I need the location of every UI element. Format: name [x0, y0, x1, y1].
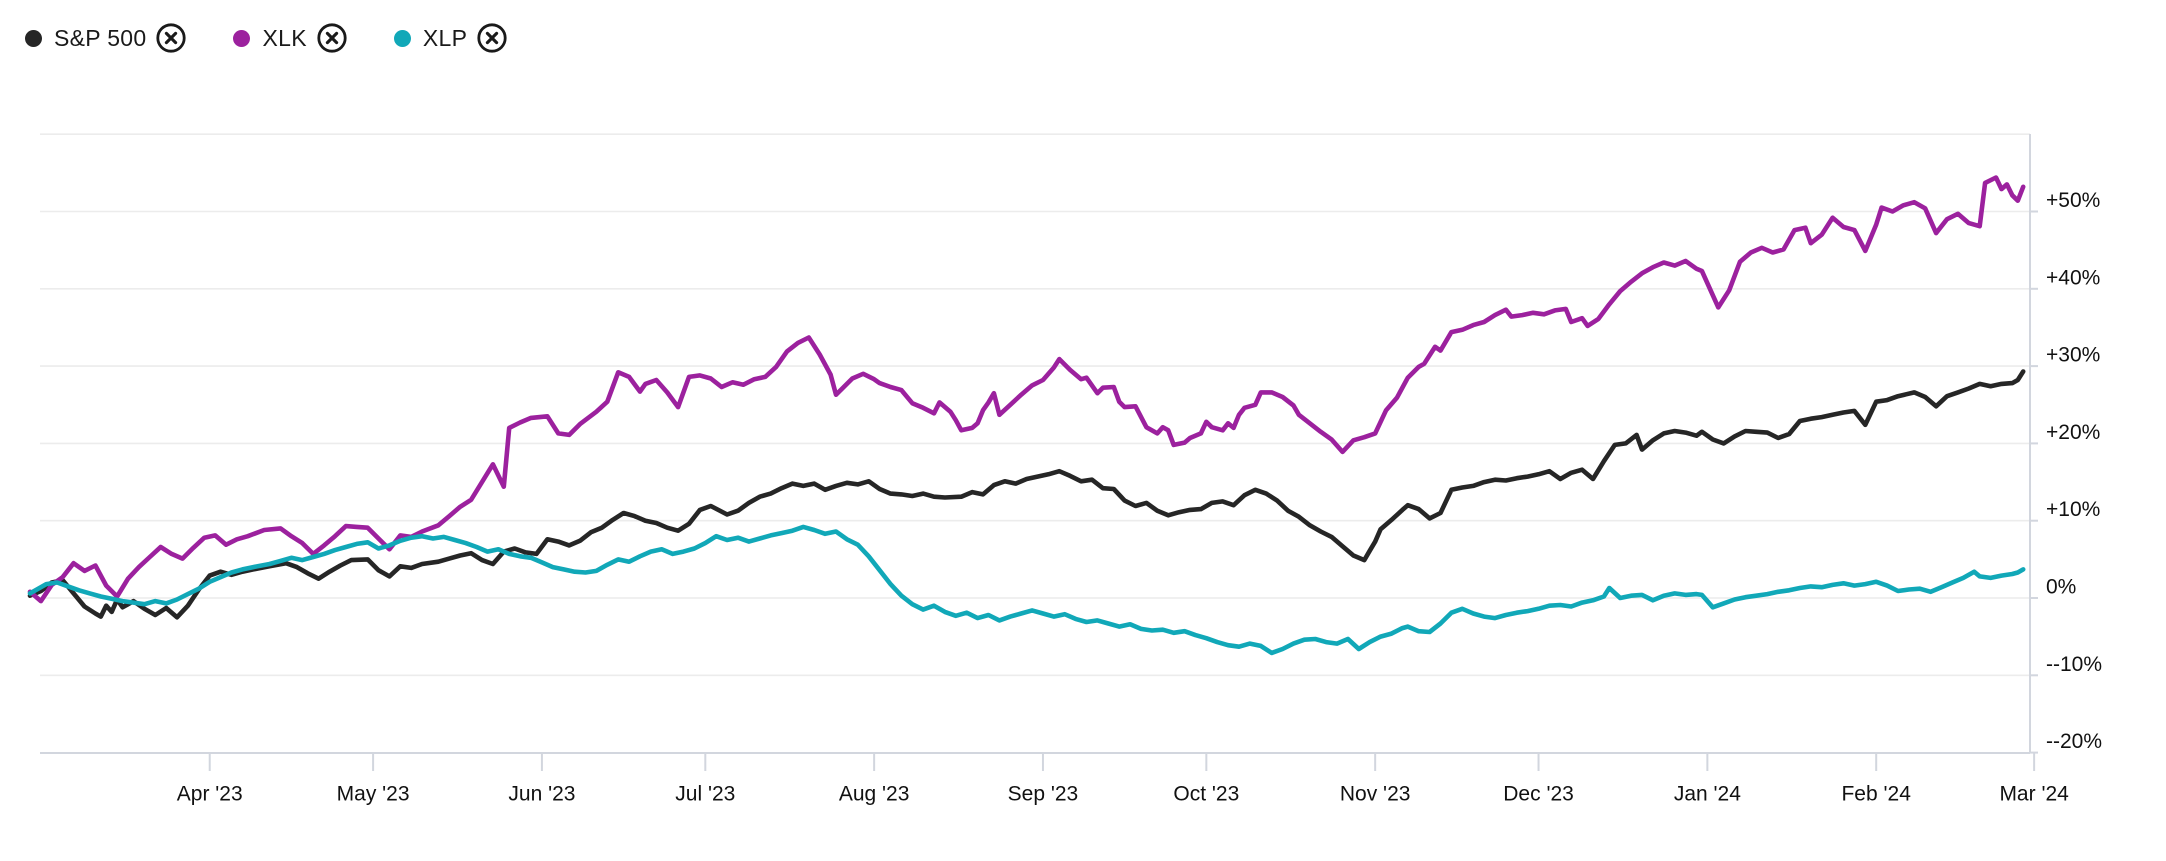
x-axis-label: May '23 [337, 782, 410, 805]
sp500-color-dot [25, 29, 42, 47]
y-axis-label: --20% [2046, 730, 2102, 753]
x-axis-label: Nov '23 [1340, 782, 1411, 805]
remove-sp500-button[interactable] [155, 22, 187, 54]
remove-xlp-button[interactable] [476, 22, 508, 54]
x-axis-label: Oct '23 [1173, 782, 1239, 805]
x-axis-label: Jul '23 [675, 782, 735, 805]
legend-item-xlk[interactable]: XLK [233, 22, 347, 54]
xlk-color-dot [233, 29, 251, 47]
x-axis-label: Feb '24 [1841, 782, 1911, 805]
axis-labels: Apr '23 May '23 Jun '23 Jul '23 Aug '23 Sep '… [177, 189, 2102, 805]
x-axis-label: Jan '24 [1674, 782, 1741, 805]
legend-item-sp500[interactable]: S&P 500 [25, 22, 187, 54]
legend-label-xlp: XLP [422, 24, 468, 51]
series-lines [27, 175, 2026, 656]
x-axis-label: Mar '24 [1999, 782, 2069, 805]
x-axis-label: Apr '23 [177, 782, 243, 805]
xlp-color-dot [393, 29, 411, 47]
circled-x-icon [156, 23, 187, 53]
xlp-line[interactable] [27, 524, 2026, 656]
legend-item-xlp[interactable]: XLP [393, 22, 508, 54]
x-axis-label: Sep '23 [1008, 782, 1079, 805]
chart-legend: S&P 500 XLK XLP [25, 16, 554, 60]
y-axis-label: +30% [2046, 344, 2100, 367]
circled-x-icon [317, 23, 347, 53]
y-axis-label: +10% [2046, 498, 2100, 521]
x-axis-label: Aug '23 [839, 782, 910, 805]
axes [40, 134, 2038, 771]
legend-label-xlk: XLK [262, 24, 307, 51]
y-axis-label: +50% [2046, 189, 2100, 212]
gridlines [40, 133, 2030, 677]
y-axis-label: 0% [2046, 576, 2076, 599]
xlk-line[interactable] [27, 175, 2026, 604]
x-axis-label: Jun '23 [508, 782, 575, 805]
x-axis-label: Dec '23 [1503, 782, 1574, 805]
y-axis-label: --10% [2046, 653, 2102, 676]
y-axis-label: +40% [2046, 266, 2100, 289]
legend-label-sp500: S&P 500 [54, 24, 147, 51]
circled-x-icon [477, 23, 507, 53]
sp500-line[interactable] [27, 369, 2026, 620]
remove-xlk-button[interactable] [316, 22, 348, 54]
y-axis-label: +20% [2046, 421, 2100, 444]
